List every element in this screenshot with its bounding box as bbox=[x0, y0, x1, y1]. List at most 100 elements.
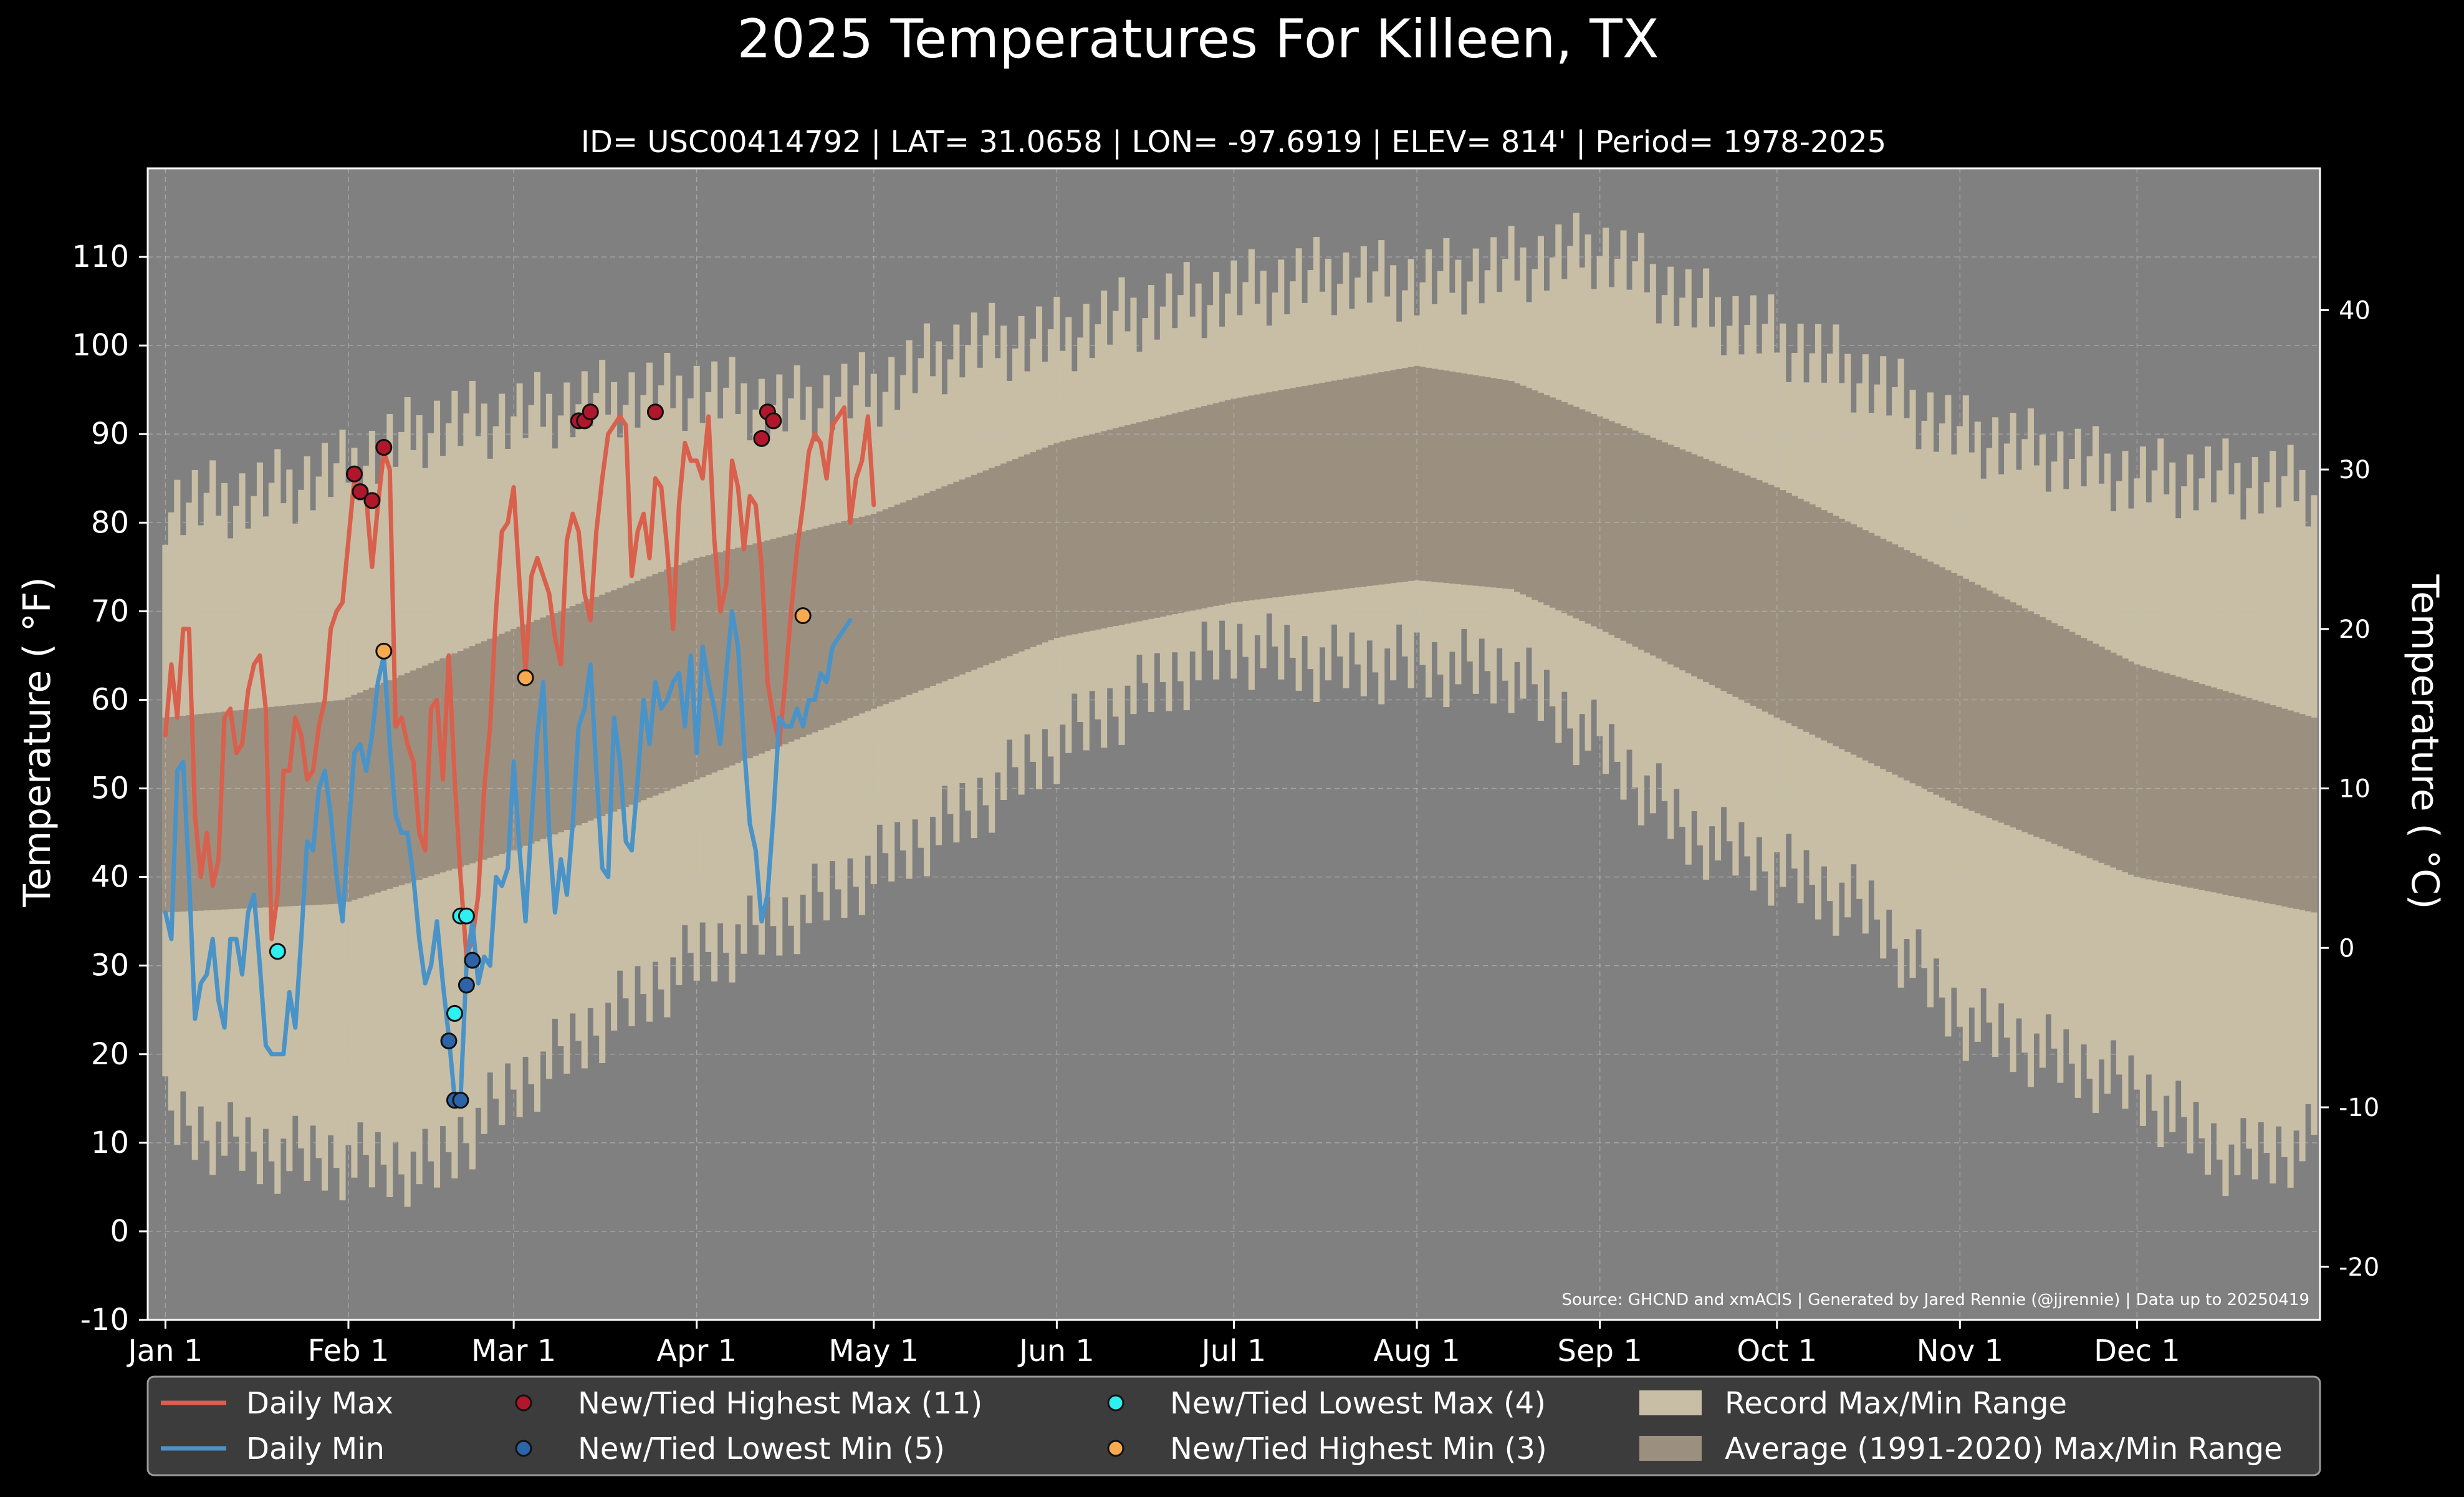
x-tick-label: Feb 1 bbox=[308, 1334, 390, 1369]
average-range-bar bbox=[292, 705, 299, 907]
average-range-bar bbox=[1325, 382, 1332, 591]
average-range-bar bbox=[1826, 513, 1834, 744]
average-range-bar bbox=[1148, 419, 1154, 619]
average-range-bar bbox=[1750, 478, 1757, 706]
average-range-bar bbox=[422, 665, 429, 878]
average-range-bar bbox=[1508, 380, 1515, 589]
average-range-bar bbox=[1042, 447, 1048, 643]
average-range-bar bbox=[339, 700, 346, 904]
average-range-bar bbox=[1496, 378, 1503, 589]
new-high-min-marker bbox=[794, 607, 812, 624]
average-range-bar bbox=[2092, 643, 2099, 861]
average-range-bar bbox=[1868, 532, 1875, 764]
new-high-max-marker bbox=[345, 465, 363, 483]
average-range-bar bbox=[729, 549, 736, 766]
average-range-bar bbox=[1313, 383, 1320, 593]
average-range-bar bbox=[1130, 423, 1137, 623]
average-range-bar bbox=[256, 708, 263, 908]
average-range-bar bbox=[1378, 372, 1385, 585]
average-range-bar bbox=[198, 714, 204, 911]
average-range-bar bbox=[1260, 393, 1267, 599]
average-range-bar bbox=[1490, 378, 1497, 588]
average-range-bar bbox=[1283, 389, 1290, 596]
average-range-bar bbox=[1437, 369, 1444, 583]
y-tick-label: 10 bbox=[91, 1125, 129, 1160]
average-range-bar bbox=[2193, 682, 2200, 889]
average-range-bar bbox=[1295, 387, 1302, 595]
average-range-bar bbox=[1608, 421, 1615, 635]
average-range-bar bbox=[1106, 430, 1113, 627]
y-tick-label: 90 bbox=[91, 416, 129, 451]
chart-title: 2025 Temperatures For Killeen, TX bbox=[737, 8, 1659, 70]
average-range-bar bbox=[552, 613, 558, 835]
legend-label-new-low-min: New/Tied Lowest Min (5) bbox=[578, 1432, 945, 1466]
average-range-bar bbox=[404, 673, 411, 883]
average-range-bar bbox=[310, 703, 317, 905]
axes-layer: -10 0 10 20 30 40 50 60 70 80 90 100 110 -20 -10 0 10 20 3… bbox=[72, 167, 2379, 1369]
average-range-bar bbox=[941, 486, 948, 681]
average-range-bar bbox=[1756, 480, 1763, 709]
average-range-bar bbox=[1862, 530, 1869, 761]
average-range-bar bbox=[640, 579, 647, 801]
average-range-bar bbox=[681, 562, 688, 784]
average-range-bar bbox=[2033, 614, 2040, 837]
average-range-bar bbox=[268, 706, 275, 907]
average-range-bar bbox=[1166, 415, 1172, 616]
average-range-bar bbox=[286, 705, 293, 907]
average-range-bar bbox=[971, 474, 977, 670]
y-right-tick-label: 0 bbox=[2339, 934, 2354, 963]
average-range-bar bbox=[203, 713, 210, 911]
legend-label-daily-max: Daily Max bbox=[246, 1386, 393, 1421]
average-range-bar bbox=[2139, 666, 2146, 878]
x-tick-label: Jul 1 bbox=[1200, 1334, 1267, 1369]
average-range-bar bbox=[392, 678, 399, 887]
average-range-bar bbox=[1402, 368, 1409, 582]
average-range-bar bbox=[2270, 705, 2276, 905]
y-tick-label: -10 bbox=[80, 1302, 129, 1337]
average-range-bar bbox=[1880, 538, 1887, 769]
new-high-max-marker bbox=[363, 492, 381, 509]
average-range-bar bbox=[1791, 496, 1798, 726]
new-low-max-marker bbox=[446, 1004, 463, 1022]
average-range-bar bbox=[1455, 372, 1462, 584]
average-range-bar bbox=[1154, 418, 1161, 618]
average-range-bar bbox=[1065, 440, 1072, 636]
average-range-bar bbox=[1833, 516, 1839, 746]
legend-swatch-average-range bbox=[1639, 1436, 1702, 1461]
average-range-bar bbox=[1006, 461, 1013, 657]
average-range-bar bbox=[1909, 552, 1916, 784]
average-range-bar bbox=[1691, 454, 1698, 676]
average-range-bar bbox=[912, 498, 919, 693]
average-range-bar bbox=[1012, 459, 1019, 654]
average-range-bar bbox=[2251, 700, 2258, 901]
legend-label-new-high-max: New/Tied Highest Max (11) bbox=[578, 1386, 982, 1421]
legend-swatch-new-low-max bbox=[1107, 1394, 1124, 1412]
average-range-bar bbox=[186, 715, 193, 912]
x-tick-label: Jan 1 bbox=[127, 1334, 203, 1369]
average-range-bar bbox=[251, 708, 257, 908]
y-tick-label: 40 bbox=[91, 860, 129, 895]
average-range-bar bbox=[1968, 582, 1975, 811]
new-high-max-marker bbox=[352, 483, 369, 501]
average-range-bar bbox=[924, 493, 931, 688]
legend-swatch-new-high-max bbox=[515, 1394, 532, 1412]
average-range-bar bbox=[2086, 640, 2093, 859]
average-range-bar bbox=[1514, 383, 1521, 592]
average-range-bar bbox=[1980, 587, 1987, 816]
average-range-bar bbox=[1933, 564, 1940, 795]
average-range-bar bbox=[1992, 593, 1999, 821]
average-range-bar bbox=[209, 713, 216, 910]
average-range-bar bbox=[1443, 370, 1450, 584]
average-range-bar bbox=[1083, 435, 1090, 632]
average-range-bar bbox=[569, 606, 576, 828]
average-range-bar bbox=[1744, 475, 1751, 703]
average-range-bar bbox=[499, 633, 506, 854]
average-range-bar bbox=[1726, 468, 1733, 694]
average-range-bar bbox=[2127, 661, 2134, 875]
average-range-bar bbox=[1059, 441, 1066, 637]
average-range-bar bbox=[935, 488, 942, 684]
y-tick-label: 70 bbox=[91, 594, 129, 628]
average-range-bar bbox=[882, 509, 889, 705]
average-range-bar bbox=[1567, 404, 1574, 616]
